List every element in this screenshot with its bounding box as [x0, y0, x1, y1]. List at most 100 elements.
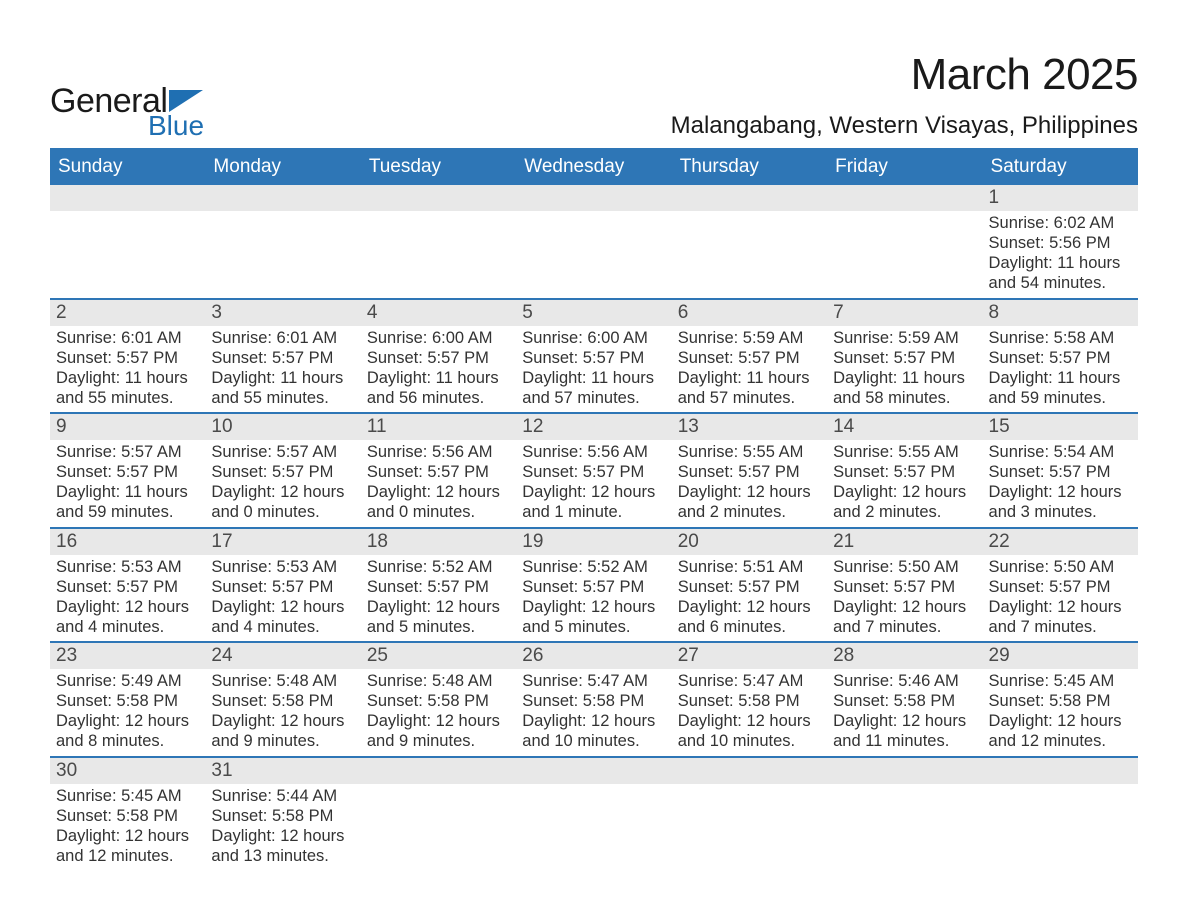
weekday-header-cell: Wednesday — [516, 150, 671, 185]
day-details: Sunrise: 6:00 AMSunset: 5:57 PMDaylight:… — [361, 326, 516, 413]
day-number: 9 — [50, 414, 205, 440]
daylight-text: Daylight: 12 hours and 3 minutes. — [989, 482, 1132, 522]
day-cell: 11Sunrise: 5:56 AMSunset: 5:57 PMDayligh… — [361, 414, 516, 527]
daylight-text: Daylight: 12 hours and 1 minute. — [522, 482, 665, 522]
weekday-header-cell: Monday — [205, 150, 360, 185]
day-details: Sunrise: 5:58 AMSunset: 5:57 PMDaylight:… — [983, 326, 1138, 413]
daylight-text: Daylight: 11 hours and 59 minutes. — [989, 368, 1132, 408]
sunrise-text: Sunrise: 5:51 AM — [678, 557, 821, 577]
sunrise-text: Sunrise: 5:46 AM — [833, 671, 976, 691]
day-number: 5 — [516, 300, 671, 326]
day-details: Sunrise: 6:00 AMSunset: 5:57 PMDaylight:… — [516, 326, 671, 413]
sunset-text: Sunset: 5:57 PM — [367, 577, 510, 597]
day-cell: 8Sunrise: 5:58 AMSunset: 5:57 PMDaylight… — [983, 300, 1138, 413]
sunset-text: Sunset: 5:58 PM — [678, 691, 821, 711]
day-cell: 19Sunrise: 5:52 AMSunset: 5:57 PMDayligh… — [516, 529, 671, 642]
day-cell: 25Sunrise: 5:48 AMSunset: 5:58 PMDayligh… — [361, 643, 516, 756]
day-details: Sunrise: 5:59 AMSunset: 5:57 PMDaylight:… — [672, 326, 827, 413]
daylight-text: Daylight: 12 hours and 4 minutes. — [211, 597, 354, 637]
sunrise-text: Sunrise: 5:52 AM — [522, 557, 665, 577]
day-cell: 22Sunrise: 5:50 AMSunset: 5:57 PMDayligh… — [983, 529, 1138, 642]
day-cell — [361, 185, 516, 298]
day-details: Sunrise: 5:53 AMSunset: 5:57 PMDaylight:… — [50, 555, 205, 642]
sunset-text: Sunset: 5:58 PM — [833, 691, 976, 711]
day-cell: 14Sunrise: 5:55 AMSunset: 5:57 PMDayligh… — [827, 414, 982, 527]
day-details: Sunrise: 5:57 AMSunset: 5:57 PMDaylight:… — [50, 440, 205, 527]
day-details: Sunrise: 5:50 AMSunset: 5:57 PMDaylight:… — [983, 555, 1138, 642]
sunrise-text: Sunrise: 5:55 AM — [833, 442, 976, 462]
day-details: Sunrise: 5:45 AMSunset: 5:58 PMDaylight:… — [983, 669, 1138, 756]
day-details: Sunrise: 5:53 AMSunset: 5:57 PMDaylight:… — [205, 555, 360, 642]
day-cell: 21Sunrise: 5:50 AMSunset: 5:57 PMDayligh… — [827, 529, 982, 642]
day-number: 14 — [827, 414, 982, 440]
day-cell: 13Sunrise: 5:55 AMSunset: 5:57 PMDayligh… — [672, 414, 827, 527]
sunset-text: Sunset: 5:58 PM — [56, 691, 199, 711]
sunset-text: Sunset: 5:58 PM — [522, 691, 665, 711]
daylight-text: Daylight: 12 hours and 4 minutes. — [56, 597, 199, 637]
day-number: 26 — [516, 643, 671, 669]
day-number: 19 — [516, 529, 671, 555]
sunrise-text: Sunrise: 6:02 AM — [989, 213, 1132, 233]
sunrise-text: Sunrise: 5:54 AM — [989, 442, 1132, 462]
day-details: Sunrise: 5:56 AMSunset: 5:57 PMDaylight:… — [361, 440, 516, 527]
day-cell: 6Sunrise: 5:59 AMSunset: 5:57 PMDaylight… — [672, 300, 827, 413]
day-number: 15 — [983, 414, 1138, 440]
day-cell: 15Sunrise: 5:54 AMSunset: 5:57 PMDayligh… — [983, 414, 1138, 527]
sunrise-text: Sunrise: 5:55 AM — [678, 442, 821, 462]
day-cell: 5Sunrise: 6:00 AMSunset: 5:57 PMDaylight… — [516, 300, 671, 413]
week-row: 23Sunrise: 5:49 AMSunset: 5:58 PMDayligh… — [50, 641, 1138, 756]
day-number: 10 — [205, 414, 360, 440]
week-row: 16Sunrise: 5:53 AMSunset: 5:57 PMDayligh… — [50, 527, 1138, 642]
daylight-text: Daylight: 11 hours and 54 minutes. — [989, 253, 1132, 293]
sunrise-text: Sunrise: 5:47 AM — [522, 671, 665, 691]
day-number: 3 — [205, 300, 360, 326]
day-details: Sunrise: 5:47 AMSunset: 5:58 PMDaylight:… — [516, 669, 671, 756]
daylight-text: Daylight: 11 hours and 58 minutes. — [833, 368, 976, 408]
day-cell: 4Sunrise: 6:00 AMSunset: 5:57 PMDaylight… — [361, 300, 516, 413]
day-cell: 9Sunrise: 5:57 AMSunset: 5:57 PMDaylight… — [50, 414, 205, 527]
day-number — [361, 185, 516, 211]
day-details: Sunrise: 6:01 AMSunset: 5:57 PMDaylight:… — [205, 326, 360, 413]
day-cell: 29Sunrise: 5:45 AMSunset: 5:58 PMDayligh… — [983, 643, 1138, 756]
sunset-text: Sunset: 5:57 PM — [367, 348, 510, 368]
day-number — [672, 758, 827, 784]
day-number — [361, 758, 516, 784]
sunset-text: Sunset: 5:57 PM — [678, 348, 821, 368]
day-details: Sunrise: 5:52 AMSunset: 5:57 PMDaylight:… — [361, 555, 516, 642]
daylight-text: Daylight: 12 hours and 13 minutes. — [211, 826, 354, 866]
daylight-text: Daylight: 11 hours and 57 minutes. — [522, 368, 665, 408]
day-details: Sunrise: 5:48 AMSunset: 5:58 PMDaylight:… — [205, 669, 360, 756]
day-cell — [672, 185, 827, 298]
sunset-text: Sunset: 5:58 PM — [989, 691, 1132, 711]
daylight-text: Daylight: 11 hours and 59 minutes. — [56, 482, 199, 522]
weekday-header-cell: Tuesday — [361, 150, 516, 185]
day-details: Sunrise: 5:55 AMSunset: 5:57 PMDaylight:… — [827, 440, 982, 527]
week-row: 2Sunrise: 6:01 AMSunset: 5:57 PMDaylight… — [50, 298, 1138, 413]
day-cell: 2Sunrise: 6:01 AMSunset: 5:57 PMDaylight… — [50, 300, 205, 413]
daylight-text: Daylight: 12 hours and 9 minutes. — [367, 711, 510, 751]
day-cell — [983, 758, 1138, 871]
day-number: 1 — [983, 185, 1138, 211]
weekday-header-cell: Saturday — [983, 150, 1138, 185]
daylight-text: Daylight: 12 hours and 5 minutes. — [367, 597, 510, 637]
week-row: 1Sunrise: 6:02 AMSunset: 5:56 PMDaylight… — [50, 185, 1138, 298]
month-title: March 2025 — [671, 50, 1138, 100]
day-number: 22 — [983, 529, 1138, 555]
sunrise-text: Sunrise: 5:45 AM — [56, 786, 199, 806]
day-details — [827, 784, 982, 790]
sunrise-text: Sunrise: 6:01 AM — [211, 328, 354, 348]
sunset-text: Sunset: 5:57 PM — [211, 577, 354, 597]
day-number — [827, 185, 982, 211]
daylight-text: Daylight: 11 hours and 55 minutes. — [56, 368, 199, 408]
day-number: 6 — [672, 300, 827, 326]
day-number: 16 — [50, 529, 205, 555]
daylight-text: Daylight: 12 hours and 5 minutes. — [522, 597, 665, 637]
day-cell: 30Sunrise: 5:45 AMSunset: 5:58 PMDayligh… — [50, 758, 205, 871]
day-details: Sunrise: 5:59 AMSunset: 5:57 PMDaylight:… — [827, 326, 982, 413]
day-details: Sunrise: 5:45 AMSunset: 5:58 PMDaylight:… — [50, 784, 205, 871]
sunset-text: Sunset: 5:57 PM — [989, 577, 1132, 597]
sunset-text: Sunset: 5:57 PM — [56, 577, 199, 597]
day-details — [672, 211, 827, 217]
location-subtitle: Malangabang, Western Visayas, Philippine… — [671, 112, 1138, 140]
logo-text-blue: Blue — [148, 112, 204, 140]
